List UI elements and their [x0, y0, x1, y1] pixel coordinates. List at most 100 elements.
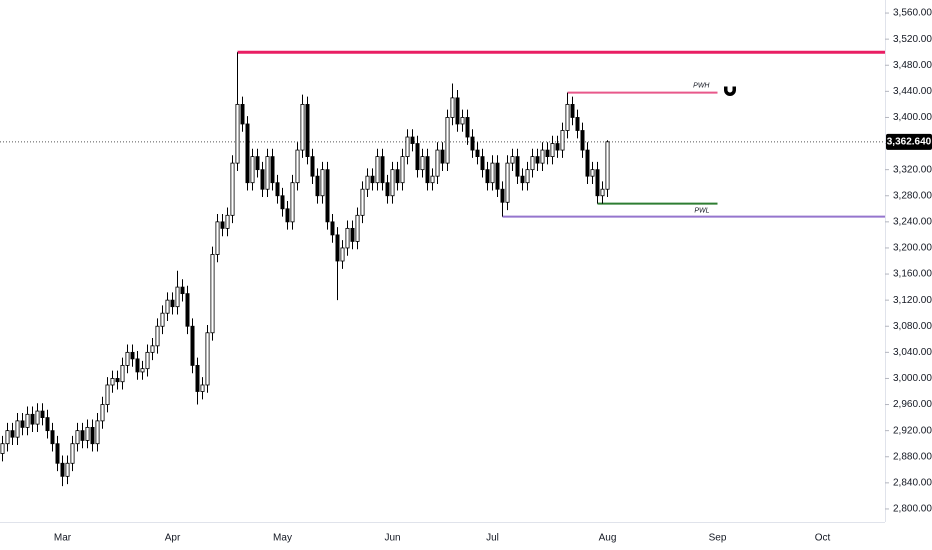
- y-tick-label: 3,320.000: [893, 164, 932, 175]
- candle-body: [285, 208, 290, 223]
- candle-body: [510, 156, 515, 164]
- candle-body: [220, 221, 225, 229]
- candle-body: [560, 130, 565, 151]
- candle-body: [240, 104, 245, 125]
- x-tick-label: Mar: [54, 533, 72, 544]
- candle-body: [405, 136, 410, 157]
- candle-body: [600, 188, 605, 197]
- candle-body: [325, 169, 330, 223]
- candle-body: [170, 299, 175, 308]
- candle-body: [275, 182, 280, 197]
- candle-body: [530, 156, 535, 171]
- candle-body: [470, 136, 475, 151]
- candle-body: [115, 378, 120, 383]
- candle-body: [475, 149, 480, 157]
- candle-body: [25, 413, 30, 428]
- candle-body: [605, 141, 610, 190]
- candle-body: [130, 351, 135, 360]
- candle-body: [450, 97, 455, 118]
- y-tick-label: 2,920.000: [893, 425, 932, 436]
- candle-body: [85, 426, 90, 441]
- candle-body: [380, 156, 385, 184]
- y-tick-label: 3,440.000: [893, 86, 932, 97]
- candle-body: [155, 325, 160, 347]
- y-tick-label: 2,840.000: [893, 477, 932, 488]
- candle-body: [505, 162, 510, 203]
- x-tick-label: Sep: [709, 533, 727, 544]
- candle-body: [150, 345, 155, 353]
- candle-body: [320, 169, 325, 197]
- candle-body: [365, 175, 370, 190]
- candle-body: [205, 332, 210, 386]
- candle-body: [515, 156, 520, 177]
- candle-body: [125, 351, 130, 366]
- candle-body: [335, 234, 340, 262]
- candle-body: [595, 169, 600, 197]
- candle-body: [545, 149, 550, 157]
- candle-body: [555, 143, 560, 151]
- y-tick-label: 2,880.000: [893, 451, 932, 462]
- y-tick-label: 3,240.000: [893, 216, 932, 227]
- level-label: PWH: [693, 82, 710, 89]
- candle-body: [485, 169, 490, 184]
- candle-body: [500, 188, 505, 203]
- candle-body: [235, 104, 240, 164]
- candle-body: [260, 169, 265, 190]
- candle-body: [265, 156, 270, 190]
- candle-body: [590, 169, 595, 177]
- candle-body: [5, 430, 10, 445]
- candle-body: [570, 104, 575, 118]
- y-tick-label: 3,040.000: [893, 347, 932, 358]
- candle-body: [280, 195, 285, 210]
- candle-body: [35, 410, 40, 425]
- candle-body: [165, 299, 170, 314]
- candle-body: [460, 117, 465, 125]
- candle-body: [490, 162, 495, 184]
- candle-body: [565, 104, 570, 131]
- candle-body: [15, 420, 20, 438]
- candle-body: [520, 175, 525, 184]
- candle-body: [65, 462, 70, 477]
- candle-body: [395, 169, 400, 184]
- y-tick-label: 3,080.000: [893, 321, 932, 332]
- candle-body: [330, 221, 335, 236]
- candle-body: [50, 430, 55, 445]
- x-tick-label: Jun: [384, 533, 400, 544]
- candle-body: [495, 162, 500, 190]
- candle-body: [210, 254, 215, 334]
- candle-body: [310, 156, 315, 177]
- candle-body: [190, 325, 195, 366]
- level-label: PWL: [694, 207, 709, 214]
- y-tick-label: 3,000.000: [893, 373, 932, 384]
- y-tick-label: 3,160.000: [893, 269, 932, 280]
- y-tick-label: 3,120.000: [893, 295, 932, 306]
- candle-body: [315, 175, 320, 197]
- candle-body: [225, 214, 230, 229]
- candle-body: [270, 156, 275, 184]
- candle-body: [255, 156, 260, 171]
- candle-body: [140, 368, 145, 373]
- candle-body: [300, 104, 305, 151]
- candle-body: [0, 443, 5, 454]
- candle-body: [415, 143, 420, 171]
- y-tick-label: 3,520.000: [893, 34, 932, 45]
- y-tick-label: 3,200.000: [893, 243, 932, 254]
- candle-body: [535, 156, 540, 164]
- x-tick-label: Aug: [599, 533, 617, 544]
- y-tick-label: 3,560.000: [893, 8, 932, 19]
- candle-body: [440, 149, 445, 164]
- candle-body: [70, 443, 75, 464]
- candle-body: [135, 358, 140, 373]
- candle-body: [445, 117, 450, 164]
- candle-body: [90, 426, 95, 445]
- y-tick-label: 3,280.000: [893, 190, 932, 201]
- candle-body: [420, 156, 425, 171]
- candle-body: [390, 169, 395, 197]
- y-tick-label: 2,960.000: [893, 399, 932, 410]
- candle-body: [120, 364, 125, 383]
- candle-body: [290, 182, 295, 223]
- x-tick-label: May: [273, 533, 292, 544]
- candle-body: [45, 417, 50, 432]
- candle-body: [355, 214, 360, 242]
